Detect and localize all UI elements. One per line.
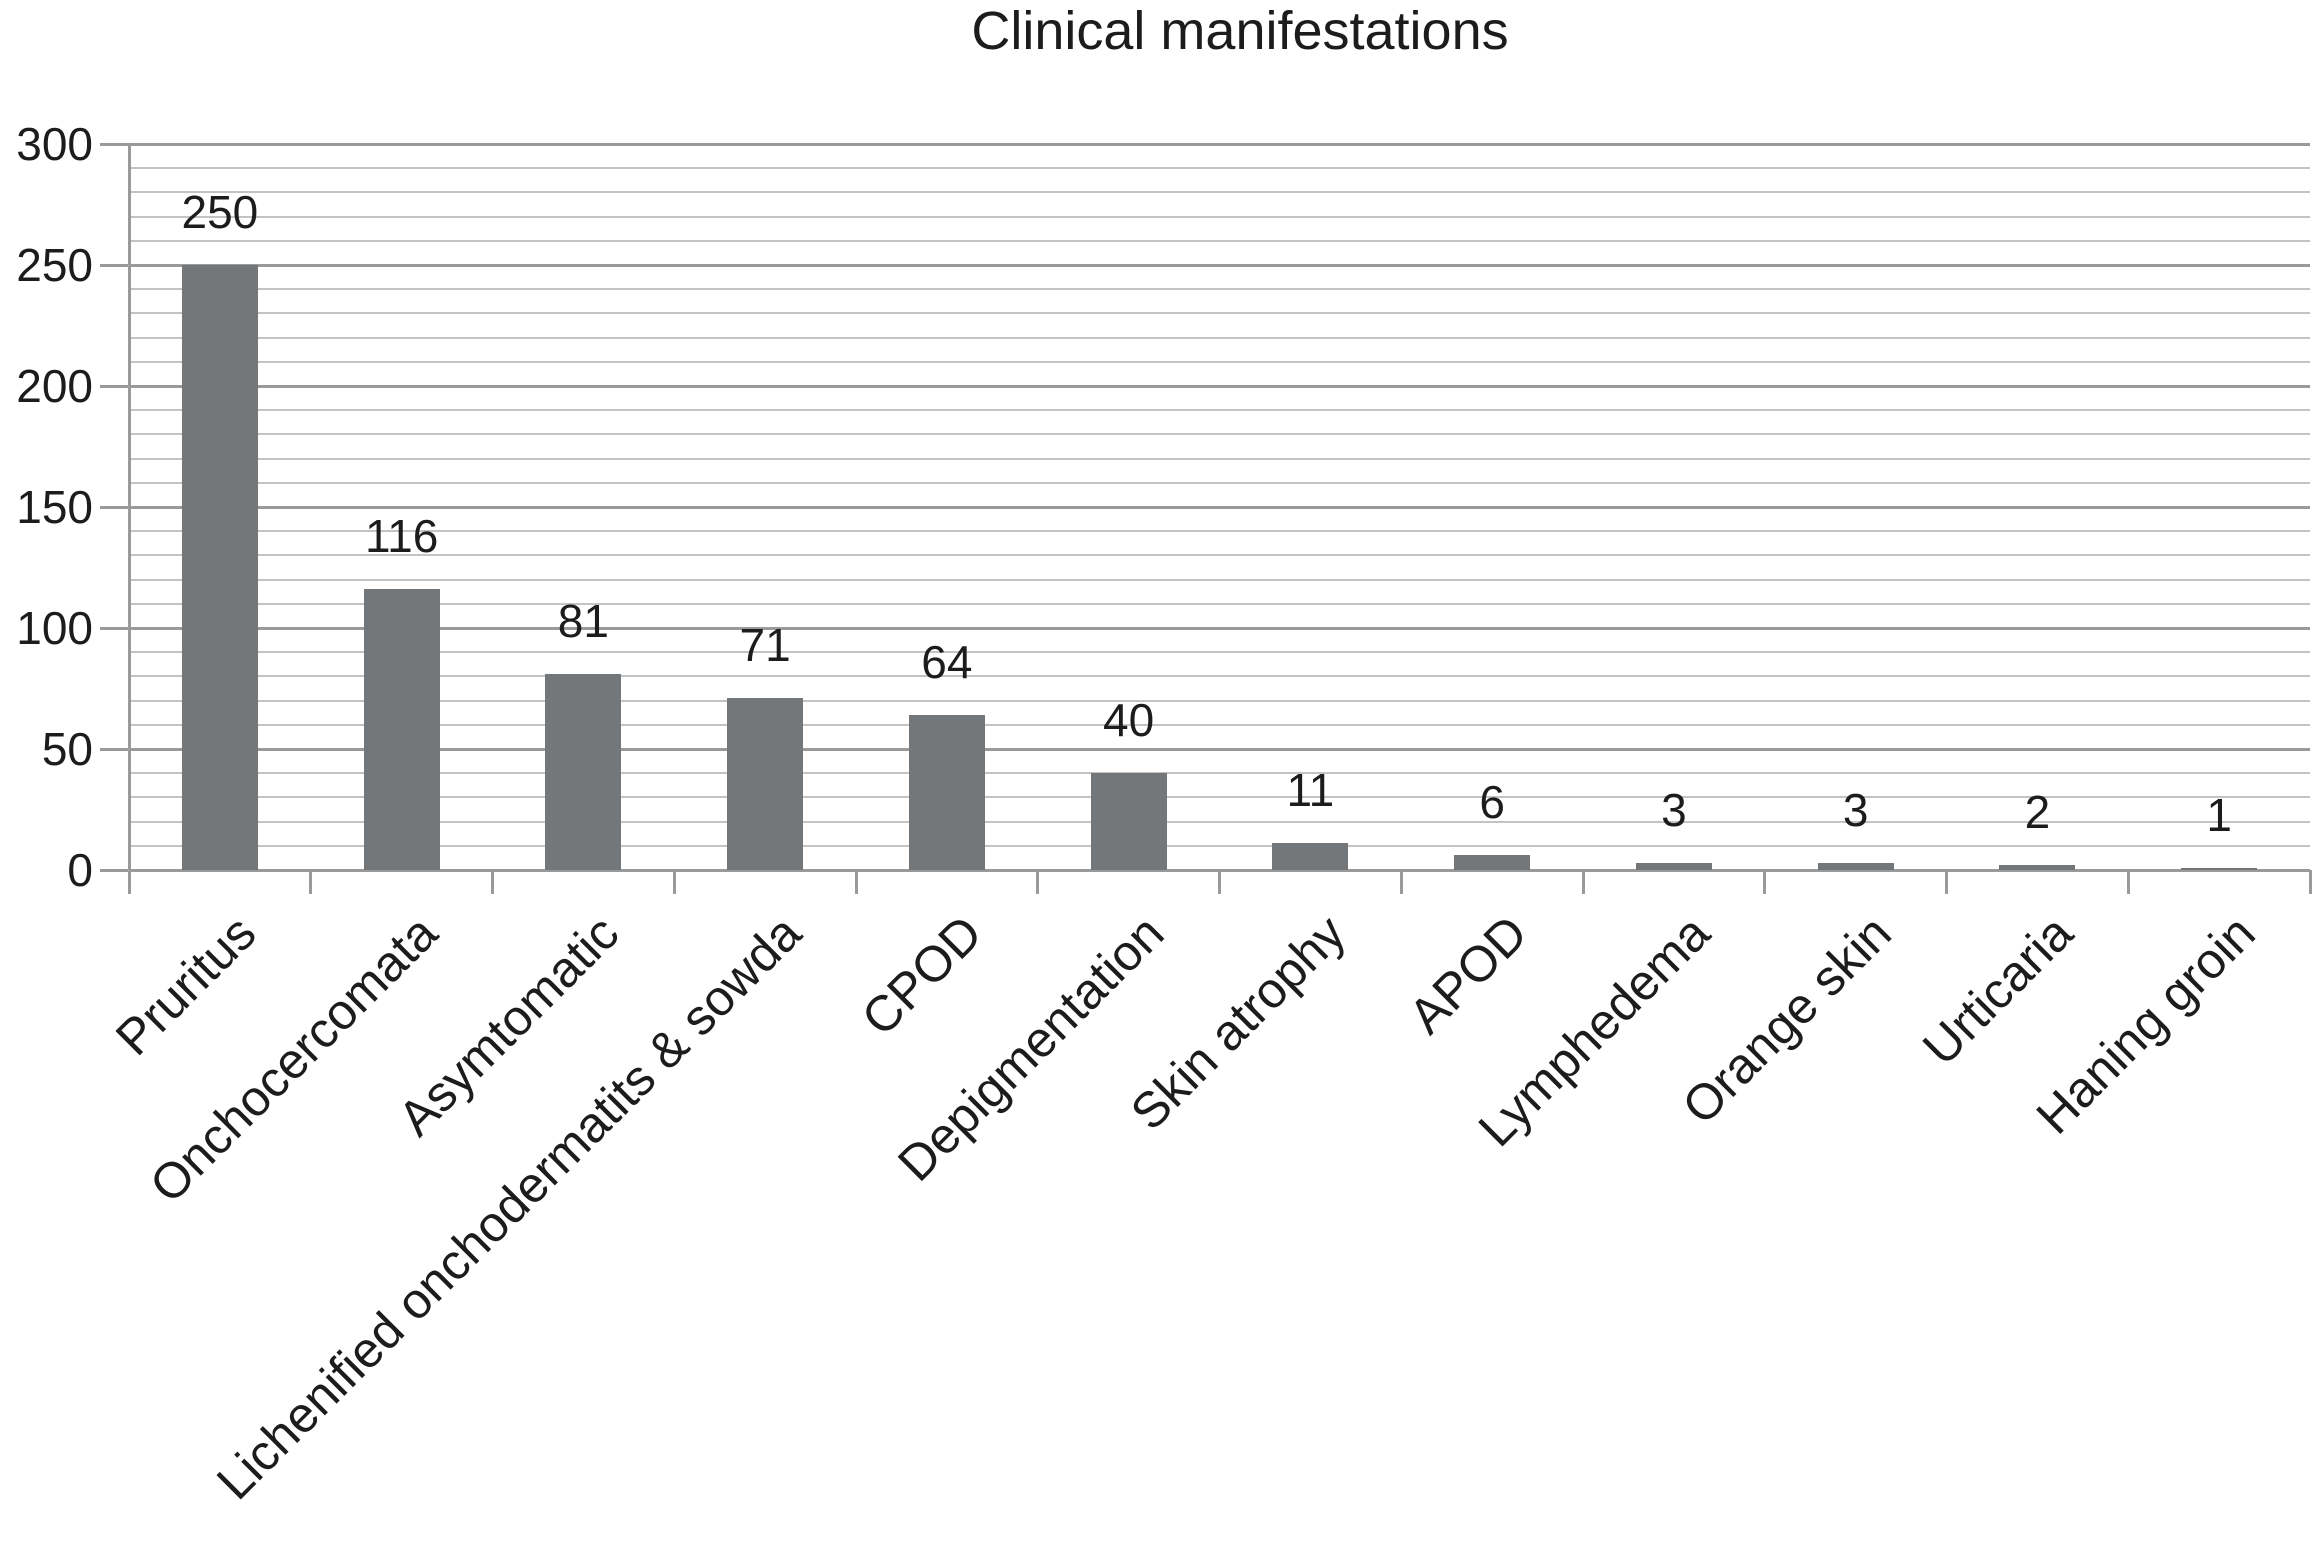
gridline-major [129, 263, 2310, 267]
bar-urticaria [1999, 865, 2076, 870]
bar-value-label: 64 [921, 636, 973, 689]
gridline-minor [129, 336, 2310, 339]
x-axis-category-label: Urticaria [1912, 904, 2084, 1076]
x-axis-tick [1218, 870, 1221, 894]
chart-title: Clinical manifestations [971, 1, 1509, 61]
gridline-minor [129, 433, 2310, 436]
y-axis-line [127, 144, 131, 870]
bar-onchocercomata [363, 589, 440, 870]
bar-value-label: 250 [181, 186, 259, 238]
gridline-minor [129, 772, 2310, 775]
gridline-minor [129, 239, 2310, 242]
y-axis-tick-label: 150 [16, 481, 93, 533]
gridline-minor [129, 409, 2310, 412]
y-axis-tick [100, 505, 129, 509]
bar-value-label: 81 [557, 594, 609, 647]
x-axis-category-label: Pruritus [104, 904, 267, 1066]
gridline-minor [129, 554, 2310, 557]
bar-lymphedema [1635, 862, 1712, 870]
bar-orange-skin [1817, 862, 1894, 870]
y-axis-tick [100, 747, 129, 751]
gridline-minor [129, 215, 2310, 218]
bar-value-label: 71 [739, 619, 791, 672]
y-axis-tick-label: 50 [41, 723, 93, 775]
bar-value-label: 11 [1286, 764, 1335, 817]
gridline-minor [129, 288, 2310, 291]
bar-depigmentation [1090, 773, 1167, 870]
x-axis-tick [491, 870, 494, 894]
x-axis-line [100, 868, 2310, 872]
bar-value-label: 3 [1842, 783, 1869, 836]
gridline-major [129, 626, 2310, 630]
bar-pruritus [181, 265, 258, 870]
gridline-minor [129, 675, 2310, 678]
gridline-minor [129, 191, 2310, 194]
bar-asymtomatic [545, 673, 622, 870]
y-axis-tick-label: 100 [16, 602, 93, 654]
x-axis-tick [854, 870, 858, 894]
bar-haning-groin [2181, 867, 2258, 870]
gridline-minor [129, 651, 2310, 654]
y-axis-tick-label: 250 [16, 239, 93, 291]
x-axis-category-label: APOD [1398, 904, 1539, 1045]
gridline-minor [129, 167, 2310, 170]
y-axis-tick-label: 0 [67, 844, 93, 896]
y-axis-tick [100, 263, 129, 267]
gridline-minor [129, 530, 2310, 533]
gridline-minor [129, 481, 2310, 484]
y-axis-tick [100, 384, 129, 388]
gridline-minor [129, 312, 2310, 315]
bar-cpod [908, 715, 985, 870]
gridline-minor [129, 578, 2310, 581]
x-axis-tick [672, 870, 676, 894]
gridline-major [129, 505, 2310, 509]
bar-apod [1454, 855, 1531, 870]
x-axis-tick [127, 870, 131, 894]
x-axis-tick [2126, 870, 2130, 894]
y-axis-tick-label: 200 [16, 360, 93, 412]
gridline-major [129, 747, 2310, 751]
bar-value-label: 6 [1479, 776, 1505, 829]
bar-value-label: 3 [1661, 783, 1687, 836]
y-axis-tick [100, 142, 129, 146]
gridline-major [129, 142, 2310, 146]
bar-value-label: 1 [2206, 788, 2232, 841]
x-axis-category-label: CPOD [851, 904, 994, 1047]
bar-skin-atrophy [1272, 843, 1349, 870]
x-axis-tick [1399, 870, 1403, 894]
bar-value-label: 116 [364, 510, 439, 563]
bar-value-label: 40 [1103, 694, 1155, 747]
gridline-minor [129, 723, 2310, 726]
gridline-minor [129, 360, 2310, 363]
bar-value-label: 2 [2024, 786, 2051, 839]
gridline-minor [129, 796, 2310, 799]
x-axis-tick [1763, 870, 1767, 894]
gridline-major [129, 384, 2310, 388]
y-axis-tick-label: 300 [16, 118, 93, 170]
y-axis-tick [100, 868, 129, 872]
bar-lichenified-onchodermatits-sowda [727, 698, 804, 870]
y-axis-tick [100, 626, 129, 630]
gridline-minor [129, 602, 2310, 605]
gridline-minor [129, 844, 2310, 847]
x-axis-tick [309, 870, 313, 894]
x-axis-tick [1581, 870, 1585, 894]
gridline-minor [129, 820, 2310, 823]
gridline-minor [129, 457, 2310, 460]
x-axis-tick [1945, 870, 1948, 894]
x-axis-tick [1036, 870, 1040, 894]
x-axis-tick [2308, 870, 2312, 894]
gridline-minor [129, 699, 2310, 702]
